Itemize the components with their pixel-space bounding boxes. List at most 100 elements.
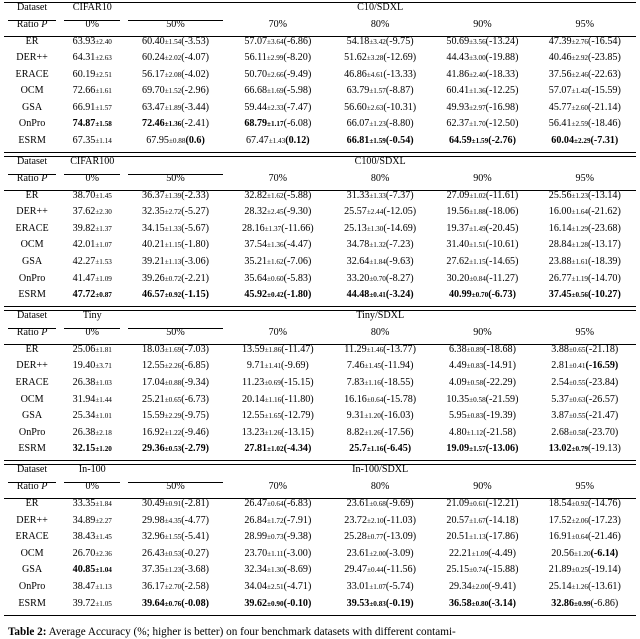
cell-ratio-80pct: 7.83±1.16(-18.55) <box>329 377 431 395</box>
cell-mean: 39.26 <box>142 272 165 284</box>
cell-std: ±2.76 <box>571 38 589 46</box>
cell-ratio-80pct: 8.82±1.26(-17.56) <box>329 427 431 445</box>
cell-std: ±1.30 <box>366 224 384 233</box>
cell-mean: 29.36 <box>142 443 165 455</box>
cell-std: ±2.63 <box>95 54 112 63</box>
method-name: ESRM <box>18 597 46 609</box>
cell-mean: 4.80 <box>448 426 467 438</box>
table-row: DER++ 34.89±2.27 29.98±4.35(-4.77) 26.84±1.… <box>4 515 636 533</box>
cell-mean: 41.86 <box>446 68 470 80</box>
cell-ratio-70pct: 26.47±0.64(-6.83) <box>227 499 329 516</box>
cell-delta: (-7.47) <box>283 101 312 113</box>
cell-ratio-95pct: 37.56±2.46(-22.63) <box>534 68 636 87</box>
cell-mean: 12.55 <box>241 410 265 422</box>
cell-delta: (-8.87) <box>385 85 414 97</box>
cell-ratio-90pct: 21.09±0.61(-12.21) <box>431 499 533 516</box>
cell-std: ±1.07 <box>369 582 386 591</box>
cell-mean: 32.34 <box>244 564 268 576</box>
cell-std: ±1.23 <box>369 120 386 129</box>
cell-ratio-50pct: 16.92±1.22(-9.46) <box>124 426 226 445</box>
cell-std: ±1.02 <box>469 192 486 201</box>
cell-mean: 25.15 <box>446 564 470 576</box>
cell-mean: 31.94 <box>72 393 96 405</box>
cell-mean: 37.45 <box>548 289 572 301</box>
cell-mean: 67.47 <box>246 135 269 147</box>
header-ratio-80pct: 80% <box>370 326 390 338</box>
cell-mean: 36.58 <box>448 597 472 609</box>
cell-ratio-50pct: 63.47±1.89(-3.44) <box>124 102 226 120</box>
cell-std: ±1.12 <box>466 428 484 437</box>
method-name: OCM <box>20 239 44 251</box>
cell-std: ±0.61 <box>469 500 486 509</box>
table-row: OCM 26.70±2.36 26.43±0.53(-0.27) 23.70±1.11… <box>4 548 636 566</box>
cell-delta: (-21.59) <box>485 393 519 405</box>
cell-std: ±0.41 <box>568 362 586 371</box>
cell-mean: 17.04 <box>142 377 165 388</box>
method-name: OnPro <box>18 580 46 592</box>
cell-ratio-80pct: 25.28±0.77(-13.09) <box>329 532 431 549</box>
cell-std: ±2.45 <box>267 208 284 217</box>
cell-mean: 40.21 <box>142 239 165 251</box>
cell-std: ±0.87 <box>95 291 112 300</box>
cell-ratio-80pct: 11.29±1.46(-13.77) <box>329 345 431 362</box>
cell-std: ±1.61 <box>571 258 589 267</box>
cell-ratio-80pct: 23.61±2.00(-3.09) <box>329 548 431 566</box>
cell-std: ±1.20 <box>574 549 591 558</box>
cell-delta: (-15.15) <box>280 377 314 388</box>
cell-mean: 67.95 <box>146 135 169 147</box>
cell-std: ±2.26 <box>164 362 182 371</box>
cell-std: ±2.27 <box>95 516 112 525</box>
cell-delta: (-13.61) <box>588 580 621 592</box>
cell-baseline: 47.72±0.87 <box>60 290 124 307</box>
cell-mean: 10.35 <box>446 393 470 405</box>
cell-delta: (-13.24) <box>485 36 519 47</box>
cell-ratio-95pct: 20.56±1.20(-6.14) <box>534 548 636 566</box>
cell-mean: 25.21 <box>142 393 165 405</box>
method-name: GSA <box>21 564 43 576</box>
cell-ratio-90pct: 19.09±1.57(-13.06) <box>431 444 533 461</box>
cell-ratio-90pct: 29.34±2.00(-9.41) <box>431 581 533 599</box>
cell-mean: 16.16 <box>344 393 367 405</box>
cell-mean: 37.56 <box>548 68 572 80</box>
cell-mean: 25.57 <box>344 206 367 218</box>
results-table-tiny: Dataset Tiny Tiny/SDXL Ratio P 0% 50% 70% 80% 90… <box>4 310 636 461</box>
cell-ratio-50pct: 36.17±2.70(-2.58) <box>124 580 226 599</box>
cell-delta: (-6.85) <box>181 360 210 372</box>
cell-std: ±1.53 <box>95 258 112 267</box>
cell-delta: (-6.86) <box>590 597 619 609</box>
cell-mean: 30.49 <box>142 498 165 510</box>
cell-mean: 50.70 <box>244 68 268 80</box>
cell-mean: 18.03 <box>142 344 165 356</box>
cell-mean: 57.07 <box>548 85 572 97</box>
cell-ratio-70pct: 12.55±1.65(-12.79) <box>227 411 329 428</box>
cell-std: ±0.63 <box>568 395 586 404</box>
cell-mean: 25.13 <box>344 222 367 234</box>
cell-delta: (-0.54) <box>385 135 414 147</box>
cell-std: ±3.56 <box>469 38 486 46</box>
cell-mean: 6.38 <box>448 344 467 356</box>
cell-delta: (-23.85) <box>588 52 621 64</box>
cell-delta: (-7.31) <box>590 135 619 147</box>
cell-ratio-80pct: 66.07±1.23(-8.80) <box>329 119 431 136</box>
cell-delta: (-12.21) <box>485 498 519 510</box>
cell-ratio-50pct: 72.46±1.36(-2.41) <box>124 119 226 136</box>
cell-ratio-90pct: 60.41±1.36(-12.25) <box>431 86 533 103</box>
cell-std: ±1.09 <box>471 549 489 558</box>
method-name: ER <box>25 36 39 47</box>
cell-delta: (-12.50) <box>485 118 519 130</box>
cell-ratio-50pct: 32.96±1.55(-5.41) <box>124 532 226 549</box>
cell-ratio-50pct: 60.24±2.02(-4.07) <box>124 52 226 70</box>
cell-mean: 16.92 <box>142 426 165 438</box>
cell-ratio-80pct: 33.20±0.70(-8.27) <box>329 273 431 291</box>
cell-ratio-50pct: 34.15±1.33(-5.67) <box>124 223 226 241</box>
header-ratio-70pct: 70% <box>268 172 288 184</box>
cell-mean: 60.04 <box>551 135 575 147</box>
cell-mean: 36.17 <box>142 580 165 592</box>
cell-ratio-80pct: 9.31±1.20(-16.03) <box>329 411 431 428</box>
cell-mean: 64.59 <box>448 135 472 147</box>
cell-delta: (-19.39) <box>483 410 516 422</box>
cell-std: ±1.33 <box>369 192 386 201</box>
cell-std: ±1.20 <box>364 412 381 421</box>
cell-std: ±0.58 <box>466 379 484 387</box>
cell-mean: 33.01 <box>346 580 370 592</box>
